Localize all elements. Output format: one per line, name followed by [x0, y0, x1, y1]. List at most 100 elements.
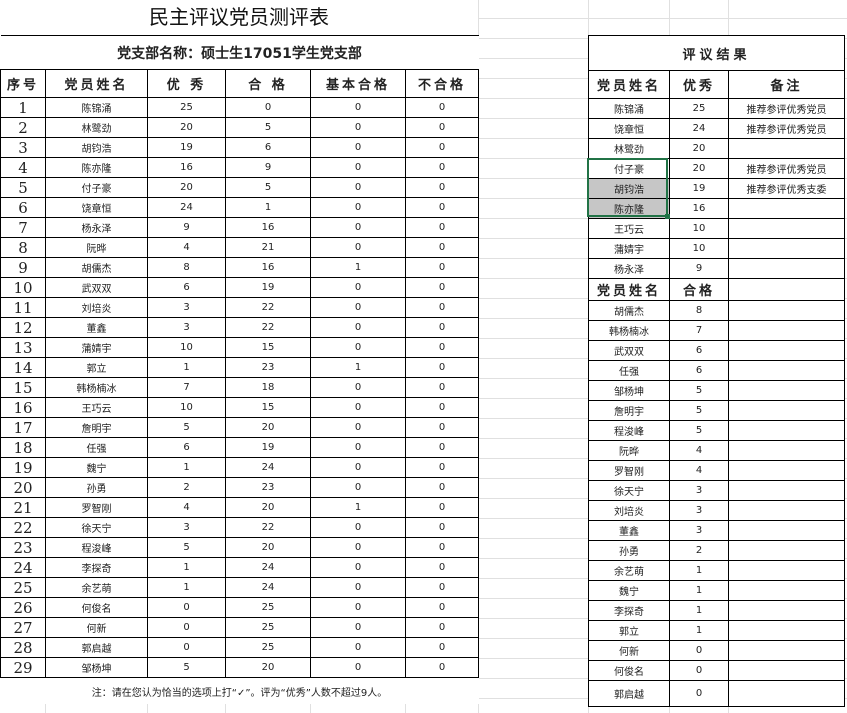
- unqualified-cell[interactable]: 0: [404, 437, 480, 458]
- basic-qualified-cell[interactable]: 0: [310, 557, 406, 578]
- name-cell[interactable]: 徐天宁: [45, 517, 148, 538]
- basic-qualified-cell[interactable]: 0: [310, 597, 406, 618]
- basic-qualified-cell[interactable]: 0: [310, 157, 406, 178]
- qualified-cell[interactable]: 0: [225, 97, 311, 118]
- qualified-cell[interactable]: 4: [669, 440, 729, 461]
- excellent-cell[interactable]: 1: [147, 577, 226, 598]
- unqualified-cell[interactable]: 0: [404, 517, 480, 538]
- name-cell[interactable]: 韩杨楠冰: [45, 377, 148, 398]
- remark-cell[interactable]: [727, 258, 846, 279]
- qualified-cell[interactable]: 24: [225, 457, 311, 478]
- name-cell[interactable]: 李探奇: [45, 557, 148, 578]
- seq-cell[interactable]: 11: [0, 297, 46, 318]
- remark-cell[interactable]: [727, 440, 846, 461]
- excellent-cell[interactable]: 4: [147, 237, 226, 258]
- qualified-cell[interactable]: 3: [669, 520, 729, 541]
- name-cell[interactable]: 王巧云: [45, 397, 148, 418]
- excellent-cell[interactable]: 10: [147, 337, 226, 358]
- unqualified-cell[interactable]: 0: [404, 157, 480, 178]
- excellent-cell[interactable]: 8: [147, 257, 226, 278]
- remark-cell[interactable]: [727, 620, 846, 641]
- seq-cell[interactable]: 20: [0, 477, 46, 498]
- unqualified-cell[interactable]: 0: [404, 257, 480, 278]
- name-cell[interactable]: 魏宁: [588, 580, 670, 601]
- results-header[interactable]: 党员姓名: [588, 70, 670, 99]
- name-cell[interactable]: 余艺萌: [588, 560, 670, 581]
- name-cell[interactable]: 何俊名: [45, 597, 148, 618]
- name-cell[interactable]: 林鹭劲: [588, 138, 670, 159]
- remark-cell[interactable]: 推荐参评优秀支委: [727, 178, 846, 199]
- seq-cell[interactable]: 19: [0, 457, 46, 478]
- basic-qualified-cell[interactable]: 0: [310, 617, 406, 638]
- seq-cell[interactable]: 16: [0, 397, 46, 418]
- qualified-cell[interactable]: 5: [669, 380, 729, 401]
- seq-cell[interactable]: 21: [0, 497, 46, 518]
- name-cell[interactable]: 詹明宇: [588, 400, 670, 421]
- sheet-title[interactable]: 民主评议党员测评表: [0, 0, 478, 36]
- name-cell[interactable]: 胡儒杰: [588, 300, 670, 321]
- basic-qualified-cell[interactable]: 0: [310, 217, 406, 238]
- excellent-cell[interactable]: 6: [147, 277, 226, 298]
- excellent-cell[interactable]: 20: [669, 158, 729, 179]
- excellent-cell[interactable]: 16: [669, 198, 729, 219]
- basic-qualified-cell[interactable]: 0: [310, 417, 406, 438]
- name-cell[interactable]: 王巧云: [588, 218, 670, 239]
- excellent-cell[interactable]: 16: [147, 157, 226, 178]
- excellent-cell[interactable]: 0: [147, 637, 226, 658]
- remark-cell[interactable]: [727, 460, 846, 481]
- basic-qualified-cell[interactable]: 0: [310, 237, 406, 258]
- unqualified-cell[interactable]: 0: [404, 457, 480, 478]
- name-cell[interactable]: 董鑫: [45, 317, 148, 338]
- seq-cell[interactable]: 9: [0, 257, 46, 278]
- name-cell[interactable]: 陈锦涌: [588, 98, 670, 119]
- column-header[interactable]: 合 格: [225, 69, 311, 98]
- seq-cell[interactable]: 25: [0, 577, 46, 598]
- name-cell[interactable]: 郭立: [45, 357, 148, 378]
- excellent-cell[interactable]: 3: [147, 517, 226, 538]
- basic-qualified-cell[interactable]: 0: [310, 537, 406, 558]
- seq-cell[interactable]: 6: [0, 197, 46, 218]
- name-cell[interactable]: 任强: [45, 437, 148, 458]
- remark-cell[interactable]: [727, 138, 846, 159]
- column-header[interactable]: 优 秀: [147, 69, 226, 98]
- name-cell[interactable]: 程浚峰: [45, 537, 148, 558]
- remark-cell[interactable]: [727, 640, 846, 661]
- seq-cell[interactable]: 1: [0, 97, 46, 118]
- seq-cell[interactable]: 8: [0, 237, 46, 258]
- qualified-cell[interactable]: 5: [225, 117, 311, 138]
- qualified-cell[interactable]: 22: [225, 297, 311, 318]
- basic-qualified-cell[interactable]: 1: [310, 257, 406, 278]
- basic-qualified-cell[interactable]: 0: [310, 577, 406, 598]
- remark-cell[interactable]: [727, 660, 846, 681]
- qualified-cell[interactable]: 25: [225, 637, 311, 658]
- basic-qualified-cell[interactable]: 0: [310, 117, 406, 138]
- basic-qualified-cell[interactable]: 1: [310, 497, 406, 518]
- qualified-cell[interactable]: 25: [225, 597, 311, 618]
- unqualified-cell[interactable]: 0: [404, 497, 480, 518]
- remark-cell[interactable]: [727, 500, 846, 521]
- seq-cell[interactable]: 2: [0, 117, 46, 138]
- excellent-cell[interactable]: 19: [669, 178, 729, 199]
- name-cell[interactable]: 林鹭劲: [45, 117, 148, 138]
- seq-cell[interactable]: 15: [0, 377, 46, 398]
- name-cell[interactable]: 程浚峰: [588, 420, 670, 441]
- qualified-cell[interactable]: 22: [225, 317, 311, 338]
- name-cell[interactable]: 饶章恒: [45, 197, 148, 218]
- excellent-cell[interactable]: 1: [147, 557, 226, 578]
- qualified-cell[interactable]: 6: [225, 137, 311, 158]
- name-cell[interactable]: 任强: [588, 360, 670, 381]
- seq-cell[interactable]: 3: [0, 137, 46, 158]
- seq-cell[interactable]: 22: [0, 517, 46, 538]
- results-title[interactable]: 评议结果: [587, 35, 846, 71]
- qualified-cell[interactable]: 19: [225, 437, 311, 458]
- name-cell[interactable]: 杨永泽: [45, 217, 148, 238]
- name-cell[interactable]: 孙勇: [45, 477, 148, 498]
- basic-qualified-cell[interactable]: 0: [310, 637, 406, 658]
- unqualified-cell[interactable]: 0: [404, 377, 480, 398]
- unqualified-cell[interactable]: 0: [404, 117, 480, 138]
- excellent-cell[interactable]: 2: [147, 477, 226, 498]
- qualified-cell[interactable]: 3: [669, 500, 729, 521]
- seq-cell[interactable]: 4: [0, 157, 46, 178]
- name-cell[interactable]: 胡钧浩: [588, 178, 670, 199]
- basic-qualified-cell[interactable]: 0: [310, 397, 406, 418]
